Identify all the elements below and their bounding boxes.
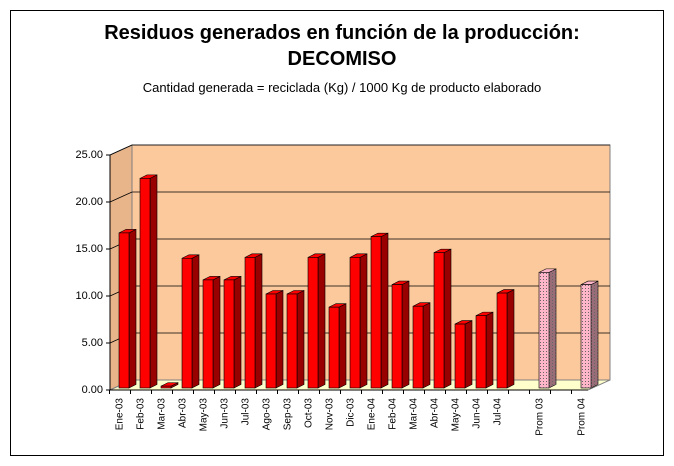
bar-front [370,236,382,389]
bar [433,248,452,389]
x-tick-label: Mar-04 [409,398,420,430]
x-tick-label: Mar-03 [157,398,168,430]
bar [139,174,158,389]
bar-side [149,174,158,389]
bar-side [233,275,242,389]
bar-side [296,290,305,389]
bar-side-hatch [591,281,598,388]
bar-front [307,257,319,389]
bar [538,268,557,389]
bar-hatch [581,284,591,388]
bar [265,290,284,389]
x-tick-label: May-03 [199,398,210,432]
bar-front [496,292,508,389]
bar [391,280,410,389]
bar-front [349,257,361,389]
chart-subtitle: Cantidad generada = reciclada (Kg) / 100… [143,80,542,95]
bar-front [181,257,193,389]
bar [181,254,200,389]
x-tick-label: Nov-03 [325,398,336,431]
bar-front [328,306,340,389]
bar-side [422,302,431,389]
bar-side [359,253,368,389]
x-tick-label: Jun-03 [220,398,231,429]
bar [580,280,599,389]
bar-front [454,323,466,389]
bar [307,253,326,389]
bar-front [391,284,403,389]
x-tick-label: Ene-04 [367,398,378,431]
x-tick-label: Prom 03 [535,398,546,436]
bar-side [212,275,221,389]
bar [454,320,473,389]
x-tick-label: Jul-03 [241,398,252,426]
bar [223,275,242,389]
bar-front [139,178,151,389]
grid-line [109,144,610,156]
bar-front [202,279,214,389]
bar [118,228,137,389]
grid-line [109,191,610,203]
bar-side [128,228,137,389]
bar-side [401,280,410,389]
bar-side [464,320,473,389]
bar-side-hatch [549,268,556,388]
bar [349,253,368,389]
bar-front [160,385,172,389]
y-tick-label: 5.00 [82,337,103,349]
x-tick-label: Oct-03 [304,398,315,428]
chart-subtitle-bold: DECOMISO [288,48,397,70]
bar-front [286,293,298,389]
bar-front [265,293,277,389]
x-tick-label: Ene-03 [115,398,126,431]
bar-side [338,303,347,389]
y-tick-label: 20.00 [75,196,103,208]
bar-side [443,248,452,389]
bar [328,303,347,389]
bar-side [317,253,326,389]
bar-front [475,315,487,389]
bar-front [244,257,256,389]
x-tick-label: Jun-04 [472,398,483,429]
y-tick-label: 10.00 [75,290,103,302]
y-tick-label: 15.00 [75,243,103,255]
bar [412,302,431,389]
bar [160,382,179,389]
bar [244,253,263,389]
x-tick-label: Dic-03 [346,398,357,427]
x-tick-label: May-04 [451,398,462,432]
bar-side [191,254,200,389]
x-tick-label: Feb-04 [388,398,399,430]
bar-front [412,305,424,389]
bar [370,232,389,389]
bar-front [223,279,235,389]
bar [286,290,305,389]
chart-title: Residuos generados en función de la prod… [104,22,580,44]
bar-side [380,232,389,389]
x-tick-label: Abr-04 [430,398,441,428]
bar-front [433,252,445,389]
bar-side [254,253,263,389]
bar [202,275,221,389]
x-tick-label: Feb-03 [136,398,147,430]
x-tick-label: Abr-03 [178,398,189,428]
x-tick-label: Ago-03 [262,398,273,431]
bar [475,311,494,389]
bar-side [506,289,515,389]
y-tick-label: 0.00 [82,384,103,396]
x-tick-label: Jul-04 [493,398,504,426]
bar-hatch [539,272,549,388]
bar-side [485,311,494,389]
y-tick-label: 25.00 [75,149,103,161]
bar-side [275,290,284,389]
x-tick-label: Prom 04 [577,398,588,436]
bar-front [118,232,130,389]
bar [496,289,515,389]
x-tick-label: Sep-03 [283,398,294,431]
